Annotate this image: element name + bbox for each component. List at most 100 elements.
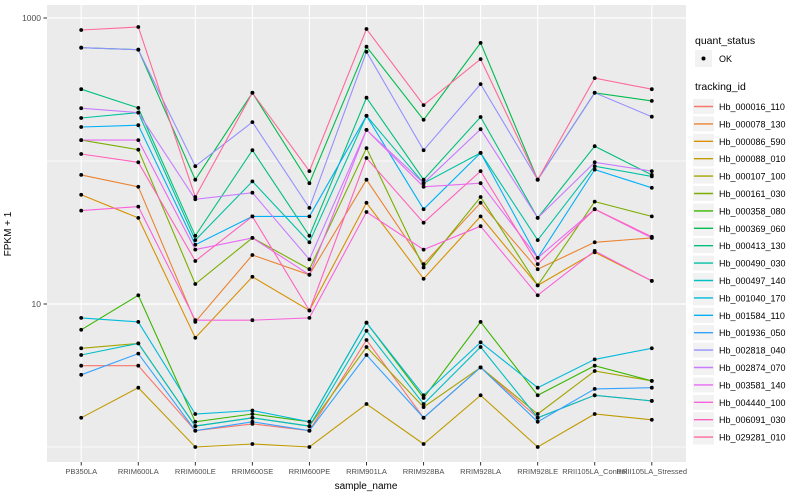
data-point (421, 247, 426, 252)
data-point (136, 47, 141, 52)
legend-item-label: Hb_001936_050 (719, 328, 786, 338)
data-point (136, 363, 141, 368)
legend-item-label: Hb_000107_100 (719, 172, 786, 182)
ok-point-icon (701, 56, 706, 61)
data-point (535, 256, 540, 260)
legend-item-label: Hb_000088_010 (719, 154, 786, 164)
data-point (649, 399, 654, 403)
y-tick-label: 10 (32, 299, 42, 309)
x-tick-label: RRIM600PE (289, 467, 331, 476)
data-point (307, 233, 312, 238)
legend-item-label: Hb_004440_100 (719, 398, 786, 408)
data-point (193, 335, 198, 340)
data-point (193, 238, 198, 243)
data-point (478, 127, 483, 132)
data-point (307, 308, 312, 313)
legend-item-label: Hb_000161_030 (719, 189, 786, 199)
legend-item-label: Hb_003581_140 (719, 380, 786, 390)
x-tick-label: RRIM600LA (118, 467, 159, 476)
legend-item-Hb_000088_010: Hb_000088_010 (693, 151, 786, 167)
data-point (136, 160, 141, 165)
x-tick-label: RRIM928BA (403, 467, 445, 476)
data-point (478, 214, 483, 219)
data-point (136, 341, 141, 346)
x-tick-label: PB350LA (65, 467, 97, 476)
data-point (193, 195, 198, 199)
x-tick-label: RRIM928LA (460, 467, 501, 476)
data-point (79, 327, 84, 332)
legend-item-Hb_000016_110: Hb_000016_110 (693, 99, 785, 114)
data-point (421, 396, 426, 400)
data-point (136, 293, 141, 298)
data-point (193, 259, 198, 263)
legend-item-label: Hb_000078_130 (719, 119, 786, 129)
data-point (193, 233, 198, 238)
data-point (649, 417, 654, 422)
data-point (535, 267, 540, 272)
legend-item-Hb_000107_100: Hb_000107_100 (693, 168, 786, 184)
data-point (478, 224, 483, 229)
data-point (421, 181, 426, 186)
data-point (250, 408, 255, 413)
data-point (421, 402, 426, 406)
data-point (364, 338, 369, 342)
legend-item-Hb_006091_030: Hb_006091_030 (693, 412, 786, 428)
data-point (307, 257, 312, 262)
data-point (193, 242, 198, 247)
legend-item-label: Hb_001040_170 (719, 293, 786, 303)
data-point (79, 87, 84, 92)
legend-item-Hb_001936_050: Hb_001936_050 (693, 325, 786, 341)
data-point (307, 419, 312, 424)
data-point (421, 405, 426, 409)
data-point (250, 120, 255, 124)
data-point (79, 363, 84, 368)
data-point (592, 240, 597, 245)
data-point (193, 424, 198, 428)
data-point (478, 169, 483, 174)
data-point (592, 412, 597, 416)
data-point (478, 151, 483, 155)
data-point (250, 318, 255, 323)
data-point (250, 412, 255, 416)
data-point (592, 249, 597, 253)
data-point (307, 428, 312, 433)
data-point (421, 415, 426, 420)
data-point (421, 262, 426, 266)
legend-item-Hb_000078_130: Hb_000078_130 (693, 116, 786, 132)
data-point (364, 146, 369, 151)
data-point (307, 267, 312, 272)
data-point (364, 113, 369, 118)
data-point (250, 274, 255, 279)
data-point (364, 27, 369, 31)
data-point (193, 445, 198, 449)
data-point (136, 110, 141, 115)
data-point (79, 316, 84, 320)
x-tick-label: RRII105LA_Control (562, 467, 627, 476)
y-tick-label: 1000 (22, 13, 41, 23)
data-point (364, 156, 369, 160)
data-point (250, 90, 255, 95)
x-axis-title: sample_name (335, 481, 398, 492)
data-point (592, 167, 597, 172)
legend-item-Hb_004440_100: Hb_004440_100 (693, 394, 786, 410)
data-point (649, 114, 654, 119)
data-point (136, 385, 141, 390)
data-point (307, 169, 312, 174)
data-point (79, 45, 84, 50)
data-point (592, 160, 597, 165)
data-point (478, 365, 483, 370)
legend-item-label: Hb_000413_130 (719, 241, 786, 251)
data-point (592, 90, 597, 95)
legend-item-Hb_003581_140: Hb_003581_140 (693, 377, 786, 393)
data-point (136, 138, 141, 143)
data-point (421, 393, 426, 398)
data-point (478, 41, 483, 45)
data-point (307, 424, 312, 428)
data-point (307, 206, 312, 210)
data-point (364, 210, 369, 214)
legend-item-label: Hb_001584_110 (719, 311, 785, 321)
data-point (364, 200, 369, 205)
data-point (592, 164, 597, 169)
legend-item-Hb_029281_010: Hb_029281_010 (693, 429, 786, 445)
data-point (649, 346, 654, 351)
